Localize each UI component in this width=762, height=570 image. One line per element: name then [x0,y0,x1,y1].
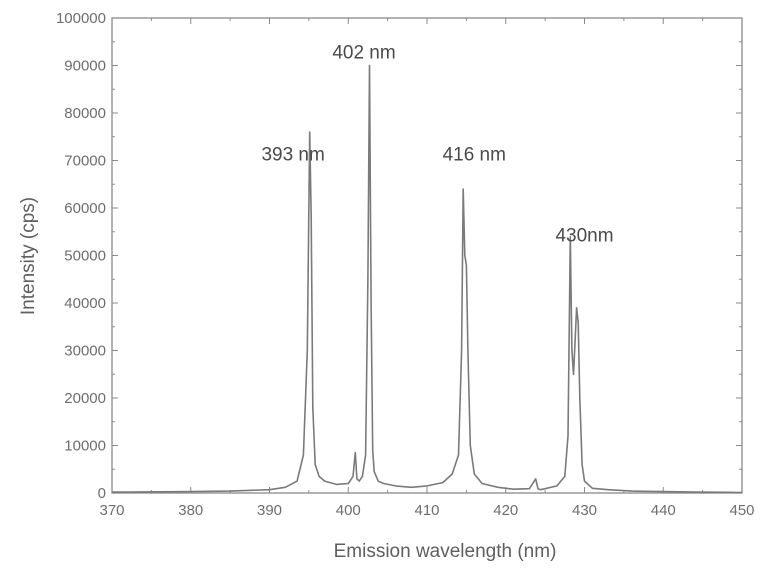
x-tick-label: 420 [493,502,518,519]
x-tick-label: 370 [99,502,124,519]
plot-frame [111,17,743,494]
y-tick-label: 100000 [56,10,106,27]
x-axis-title: Emission wavelength (nm) [334,541,557,562]
y-tick-label: 50000 [64,248,106,265]
peak-label-0: 393 nm [261,145,324,166]
plot-border [111,17,743,494]
spectrum-line-0 [111,64,743,494]
axis-ticks [111,17,743,494]
y-tick-label: 20000 [64,390,106,407]
y-tick-label: 40000 [64,295,106,312]
y-tick-label: 0 [98,485,106,502]
x-tick-label: 410 [414,502,439,519]
peak-label-2: 416 nm [443,145,506,166]
peak-label-3: 430nm [555,225,613,246]
peak-annotations: 393 nm 402 nm 416 nm 430nm [261,42,613,246]
y-axis-title: Intensity (cps) [18,197,39,315]
x-tick-label: 400 [336,502,361,519]
peak-label-1: 402 nm [332,42,395,63]
y-tick-label: 10000 [64,438,106,455]
y-tick-label: 60000 [64,200,106,217]
data-series [111,64,743,494]
axis-tick-labels: 370 380 390 400 410 420 430 440 450 0 10000 20000 30… [56,10,755,519]
x-tick-label: 390 [257,502,282,519]
y-tick-label: 30000 [64,343,106,360]
y-tick-label: 90000 [64,58,106,75]
x-tick-label: 380 [178,502,203,519]
x-tick-label: 450 [729,502,754,519]
y-tick-label: 80000 [64,105,106,122]
x-tick-label: 440 [651,502,676,519]
x-tick-label: 430 [572,502,597,519]
y-tick-label: 70000 [64,153,106,170]
